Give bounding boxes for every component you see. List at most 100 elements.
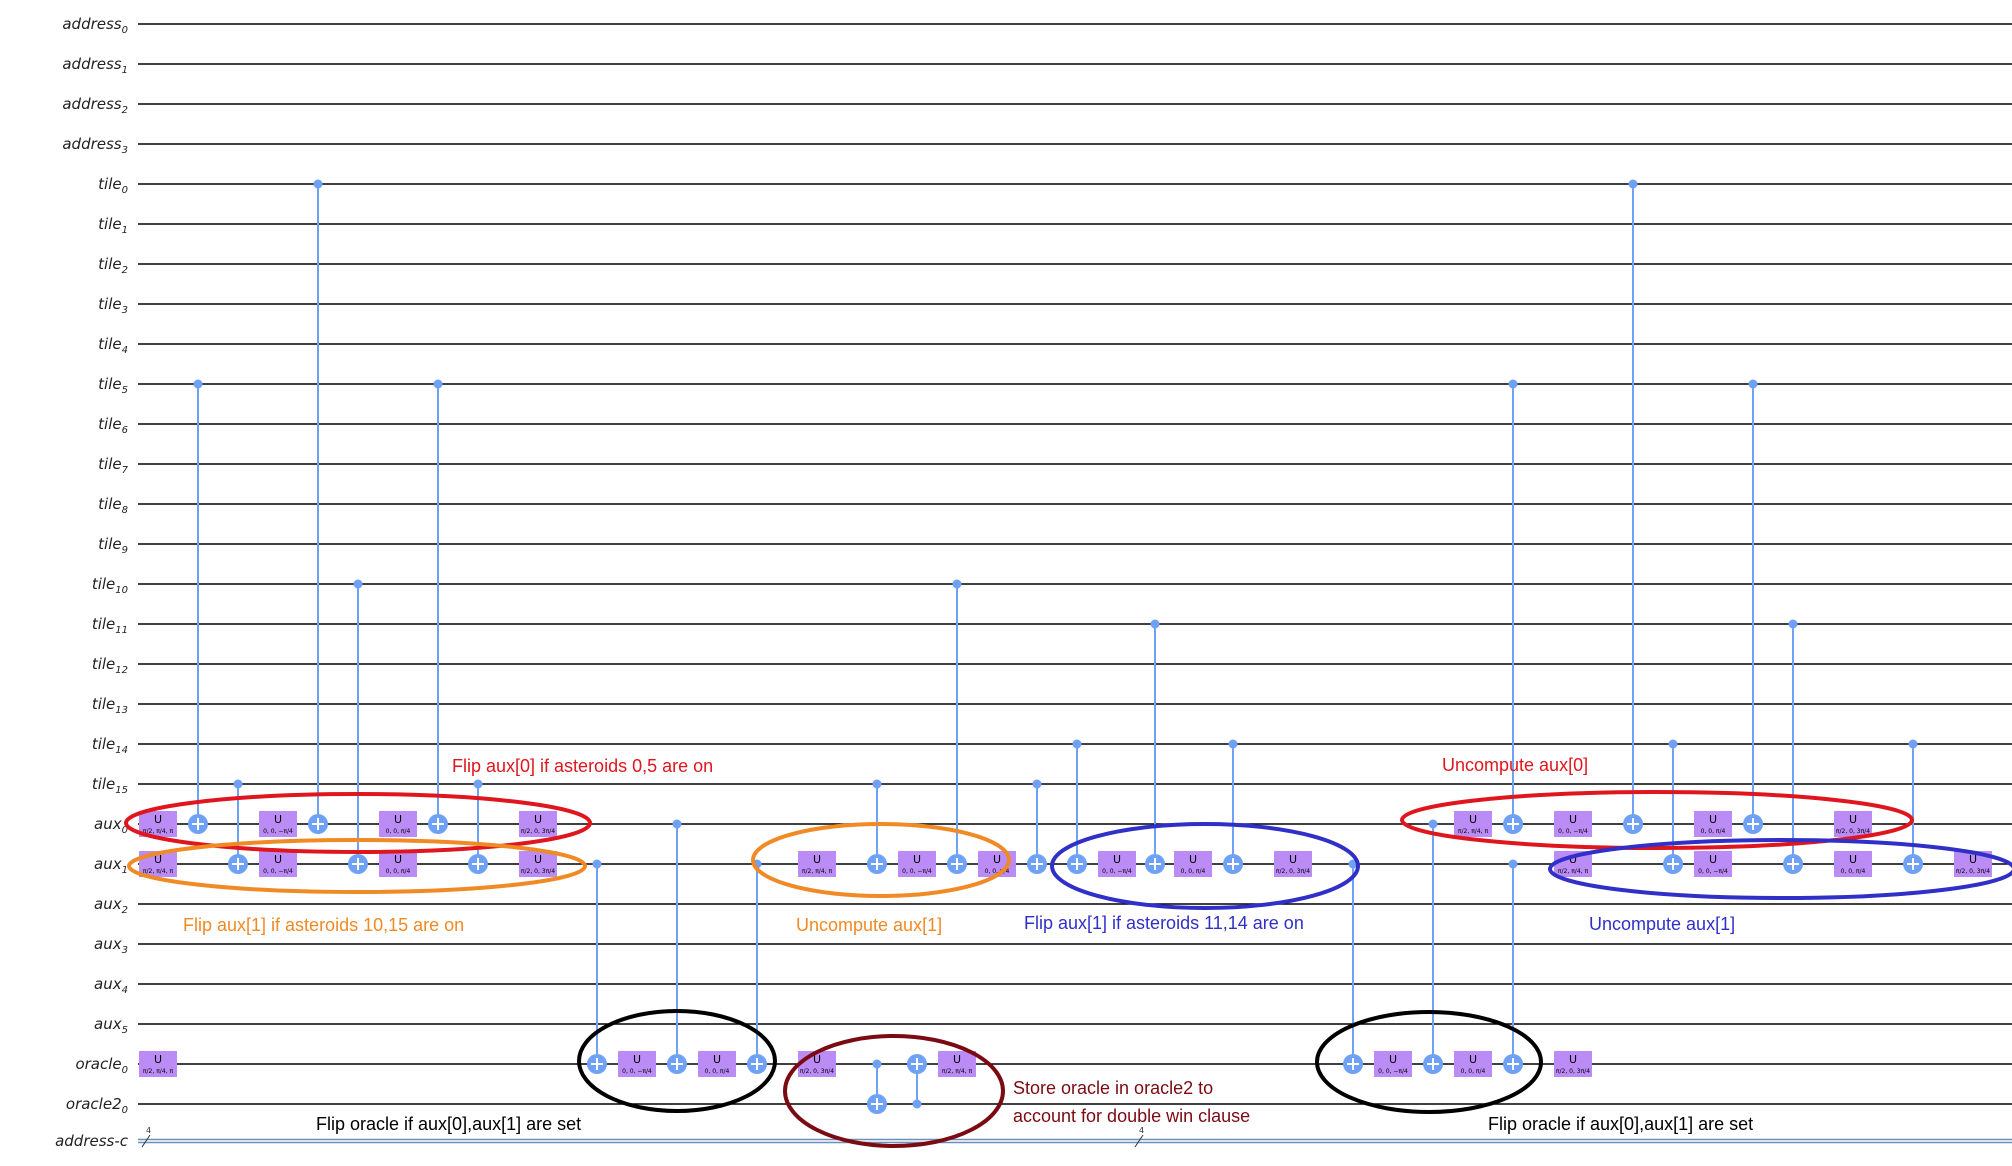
wire-label: address0 xyxy=(62,15,128,36)
u-gate: U 0, 0, π/4 xyxy=(1834,851,1872,877)
control-dot xyxy=(912,1099,922,1109)
cnot-gate xyxy=(1428,819,1438,1064)
u-gate-params: π/2, π/4, π xyxy=(1458,828,1489,835)
xor-target-icon xyxy=(1067,854,1087,874)
u-gate: U 0, 0, −π/4 xyxy=(259,851,297,877)
cnot-gate xyxy=(1628,179,1638,824)
cnot-gate xyxy=(433,379,443,824)
u-gate-title: U xyxy=(813,853,821,866)
wire-label: tile7 xyxy=(98,455,128,476)
u-gate: U 0, 0, −π/4 xyxy=(1098,851,1136,877)
xor-target-icon xyxy=(1223,854,1243,874)
u-gate-box xyxy=(1454,1051,1492,1077)
group-ellipse-black xyxy=(1315,1010,1543,1114)
cnot-gate xyxy=(233,779,243,864)
u-gate-title: U xyxy=(1709,813,1717,826)
control-dot xyxy=(1428,819,1438,829)
u-gate-params: 0, 0, π/4 xyxy=(1841,868,1866,875)
u-gate: U 0, 0, −π/4 xyxy=(1694,851,1732,877)
wire-aux-4: aux4 xyxy=(94,975,2012,996)
u-gate-params: 0, 0, −π/4 xyxy=(622,1068,652,1075)
u-gate-box xyxy=(898,851,936,877)
u-gate-box xyxy=(1454,811,1492,837)
classical-wire-address-c: address-c 4 4 xyxy=(55,1126,2012,1150)
control-dot xyxy=(1788,619,1798,629)
cnot-gate xyxy=(672,819,682,1064)
u-gate: U 0, 0, −π/4 xyxy=(1374,1051,1412,1077)
u-gate: U 0, 0, −π/4 xyxy=(259,811,297,837)
xor-target-icon xyxy=(228,854,248,874)
xor-target-icon xyxy=(747,1054,767,1074)
wire-label: aux3 xyxy=(94,935,128,956)
annotation-text: account for double win clause xyxy=(1013,1106,1250,1126)
control-dot xyxy=(872,1059,882,1069)
u-gate-title: U xyxy=(1289,853,1297,866)
xor-target-icon xyxy=(428,814,448,834)
group-ellipse-blue xyxy=(1548,838,2012,900)
wire-aux-5: aux5 xyxy=(94,1015,2012,1036)
control-dot xyxy=(672,819,682,829)
group-ellipse-red xyxy=(1400,790,1914,850)
u-gate: U 0, 0, −π/4 xyxy=(618,1051,656,1077)
wire-tile-8: tile8 xyxy=(98,495,2012,516)
wire-label: aux0 xyxy=(94,815,128,836)
annotation-text: Uncompute aux[0] xyxy=(1442,755,1588,775)
wire-tile-5: tile5 xyxy=(98,375,2012,396)
annotation-text: Uncompute aux[1] xyxy=(1589,914,1735,934)
wire-label: tile10 xyxy=(92,575,128,596)
u-gate-title: U xyxy=(274,813,282,826)
u-gate-params: 0, 0, π/4 xyxy=(386,868,411,875)
control-dot xyxy=(1228,739,1238,749)
annotation-text: Uncompute aux[1] xyxy=(796,915,942,935)
cnot-gate xyxy=(1348,859,1358,1064)
wire-label: aux4 xyxy=(94,975,128,996)
u-gate-params: 0, 0, −π/4 xyxy=(1558,828,1588,835)
u-gate-box xyxy=(798,851,836,877)
wire-label: aux5 xyxy=(94,1015,128,1036)
u-gate-box xyxy=(259,811,297,837)
u-gate-title: U xyxy=(713,1053,721,1066)
control-dot xyxy=(952,579,962,589)
control-dot xyxy=(473,779,483,789)
u-gate-box xyxy=(1694,851,1732,877)
u-gate-box xyxy=(259,851,297,877)
wire-label: tile11 xyxy=(92,615,128,636)
u-gate: Uπ/2, π/4, π xyxy=(938,1051,976,1077)
u-gate-title: U xyxy=(913,853,921,866)
classical-wire-label: address-c xyxy=(55,1132,129,1150)
u-gate: Uπ/2, 0, 3π/4 xyxy=(1554,1051,1592,1077)
u-gate: Uπ/2, π/4, π xyxy=(139,811,177,837)
wire-tile-3: tile3 xyxy=(98,295,2012,316)
wire-label: tile3 xyxy=(98,295,128,316)
group-ellipse-red xyxy=(124,792,592,854)
u-gate-title: U xyxy=(1113,853,1121,866)
u-gate-title: U xyxy=(1849,813,1857,826)
u-gate-title: U xyxy=(993,853,1001,866)
xor-target-icon xyxy=(667,1054,687,1074)
xor-target-icon xyxy=(587,1054,607,1074)
wire-label: tile2 xyxy=(98,255,128,276)
u-gate: Uπ/2, π/4, π xyxy=(1454,811,1492,837)
u-gate-box xyxy=(1554,811,1592,837)
xor-target-icon xyxy=(1145,854,1165,874)
cnot-gate xyxy=(1150,619,1160,864)
u-gate-params: 0, 0, −π/4 xyxy=(1378,1068,1408,1075)
wire-tile-10: tile10 xyxy=(92,575,2012,596)
u-gate-params: π/2, 0, 3π/4 xyxy=(521,828,555,835)
group-ellipse-black xyxy=(577,1009,777,1113)
annotations-layer: Flip aux[0] if asteroids 0,5 are on Flip … xyxy=(183,755,1753,1134)
annotation-text: Flip aux[1] if asteroids 11,14 are on xyxy=(1024,913,1304,933)
xor-target-icon xyxy=(308,814,328,834)
u-gate-box xyxy=(698,1051,736,1077)
xor-target-icon xyxy=(1343,1054,1363,1074)
wires-layer: address0 address1 address2 address3 tile0 til… xyxy=(55,15,2012,1150)
u-gate-params: π/2, 0, 3π/4 xyxy=(521,868,555,875)
group-ellipse-blue xyxy=(1050,822,1360,910)
wire-label: tile8 xyxy=(98,495,128,516)
wire-label: tile0 xyxy=(98,175,128,196)
u-gate-params: π/2, π/4, π xyxy=(942,1068,973,1075)
wire-label: tile12 xyxy=(92,655,128,676)
u-gate-box xyxy=(519,851,557,877)
u-gate-box xyxy=(1694,811,1732,837)
xor-target-icon xyxy=(907,1054,927,1074)
